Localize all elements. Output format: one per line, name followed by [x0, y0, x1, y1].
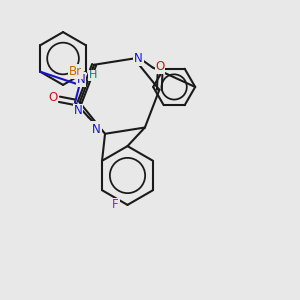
Text: N: N [77, 73, 85, 86]
Text: H: H [89, 70, 97, 80]
Text: F: F [112, 198, 119, 212]
Text: N: N [92, 122, 101, 135]
Text: N: N [134, 52, 143, 65]
Text: N: N [92, 123, 101, 136]
Text: Br: Br [69, 65, 82, 78]
Text: N: N [74, 104, 82, 117]
Text: O: O [155, 60, 165, 73]
Text: O: O [48, 91, 58, 104]
